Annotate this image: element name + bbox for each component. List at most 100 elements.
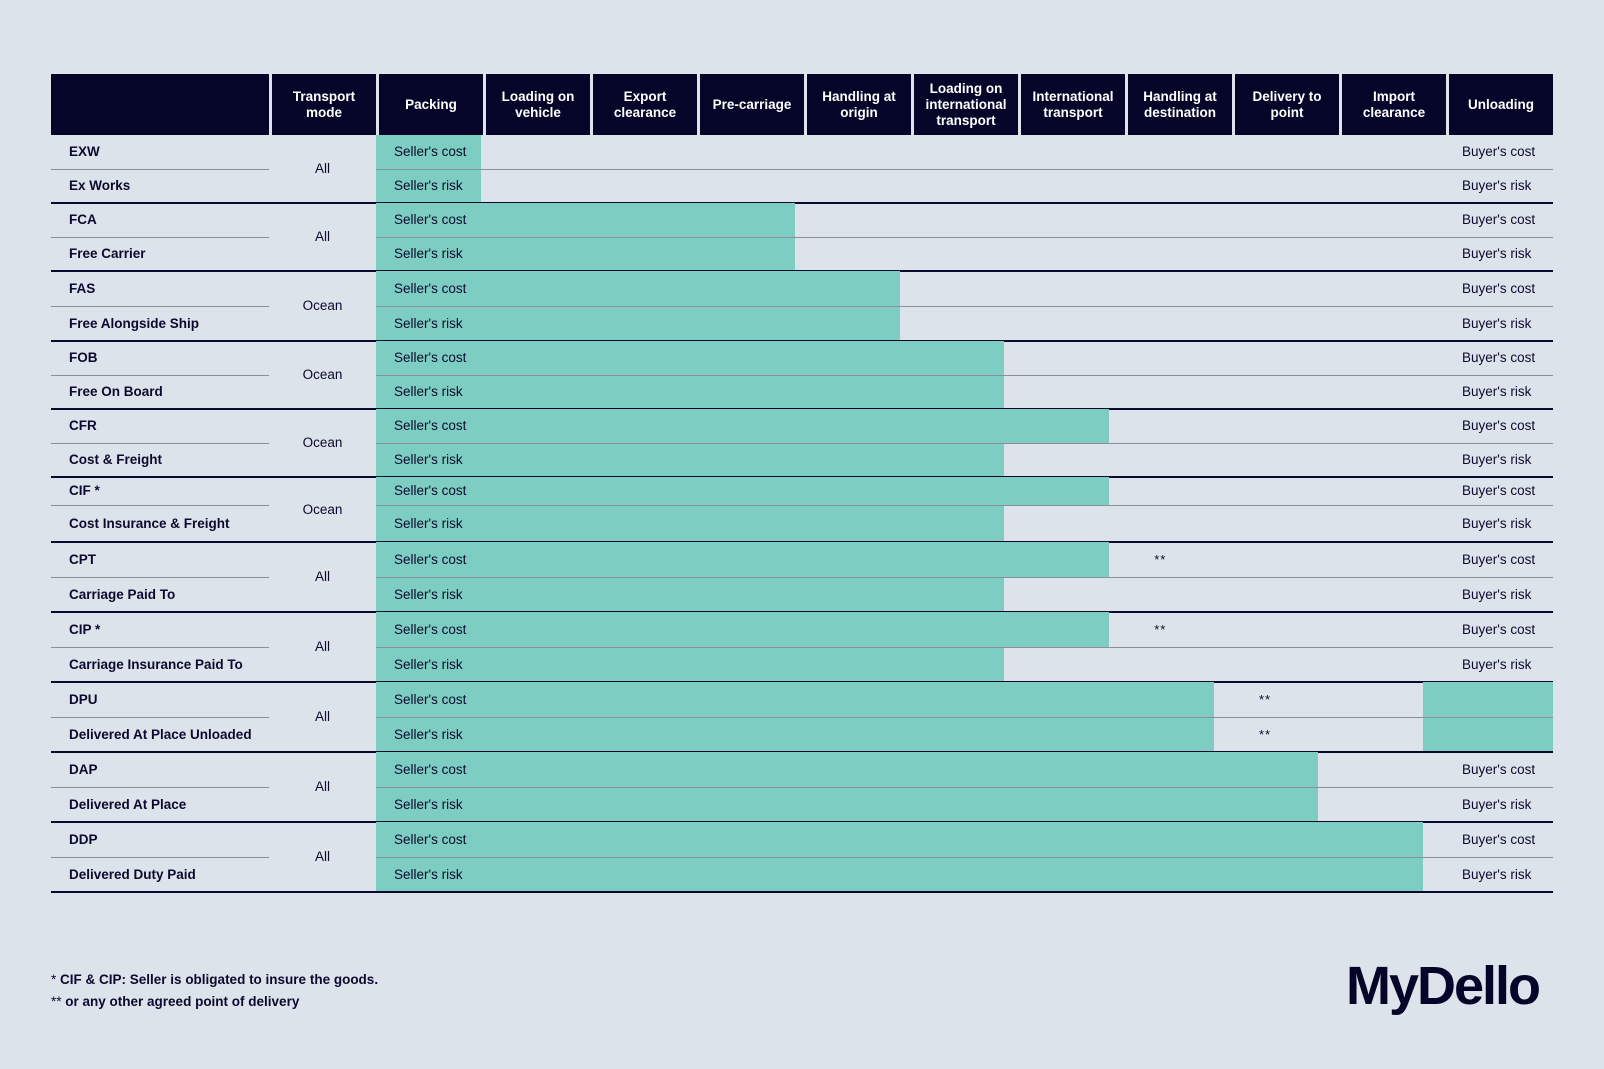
seller-cost-label: Seller's cost (394, 691, 467, 707)
term-name: Carriage Insurance Paid To (69, 656, 243, 672)
seller-cost-label: Seller's cost (394, 280, 467, 296)
footnote-2-mark: ** (51, 994, 62, 1009)
seller-risk-label: Seller's risk (394, 315, 463, 331)
seller-risk-bar (376, 787, 1318, 822)
term-name: Carriage Paid To (69, 586, 176, 602)
seller-risk-bar (376, 647, 1004, 682)
seller-cost-label: Seller's cost (394, 144, 467, 159)
term-group-6: CPT Seller's cost Buyer's cost ** Carriage P… (51, 542, 1553, 613)
buyer-cost-label: Buyer's cost (1462, 831, 1536, 847)
term-name: Cost Insurance & Freight (69, 515, 230, 531)
seller-cost-label: Seller's cost (394, 483, 467, 498)
seller-cost-label: Seller's cost (394, 212, 467, 227)
term-name: Cost & Freight (69, 452, 162, 467)
footnote-2-text: or any other agreed point of delivery (65, 994, 300, 1009)
seller-risk-bar (376, 857, 1423, 892)
seller-risk-label: Seller's risk (394, 246, 463, 261)
term-code: CIP * (69, 621, 101, 637)
seller-risk-bar (376, 717, 1214, 752)
footnotes: * CIF & CIP: Seller is obligated to insu… (51, 972, 378, 1016)
seller-cost-bar (376, 612, 1109, 647)
row-divider (51, 787, 269, 788)
buyer-risk-label: Buyer's risk (1462, 656, 1532, 672)
transport-mode: Ocean (302, 501, 343, 517)
term-code: CPT (69, 551, 96, 567)
header-col-2: Packing (379, 74, 483, 135)
row-divider (51, 857, 269, 858)
term-code: DPU (69, 691, 98, 707)
term-name: Free On Board (69, 384, 163, 399)
term-group-0: EXW Seller's cost Buyer's cost Ex Works Sell… (51, 135, 1553, 204)
buyer-risk-label: Buyer's risk (1462, 586, 1532, 602)
seller-risk-label: Seller's risk (394, 726, 463, 742)
seller-cost-bar (376, 752, 1318, 787)
seller-risk-label: Seller's risk (394, 178, 463, 193)
seller-risk-label: Seller's risk (394, 866, 463, 882)
buyer-cost-label: Buyer's cost (1462, 350, 1536, 365)
term-name: Delivered At Place (69, 796, 187, 812)
term-group-7: CIP * Seller's cost Buyer's cost ** Carriage… (51, 612, 1553, 683)
seller-risk-bar (376, 306, 900, 341)
seller-cost-bar (376, 822, 1423, 857)
term-group-5: CIF * Seller's cost Buyer's cost Cost Insur… (51, 477, 1553, 543)
row-divider (376, 857, 1553, 858)
term-group-9: DAP Seller's cost Buyer's cost Delivered At… (51, 752, 1553, 823)
term-group-8: DPU Seller's cost ** Delivered At Place Unl… (51, 682, 1553, 753)
group-separator (51, 202, 1553, 204)
row-divider (51, 717, 269, 718)
mydello-logo-mark: MyDello (1346, 956, 1541, 1016)
footnote-1-text: CIF & CIP: Seller is obligated to insure… (60, 972, 379, 987)
seller-unloading-cell (1423, 717, 1553, 752)
agreed-point-marker: ** (1258, 691, 1272, 707)
buyer-cost-label: Buyer's cost (1462, 483, 1536, 498)
term-name: Free Carrier (69, 246, 146, 261)
seller-cost-label: Seller's cost (394, 418, 467, 433)
header-col-0 (51, 74, 269, 135)
seller-cost-label: Seller's cost (394, 350, 467, 365)
term-name: Free Alongside Ship (69, 315, 200, 331)
header-col-9: Handling at destination (1128, 74, 1232, 135)
row-divider (51, 375, 269, 376)
transport-mode: All (314, 709, 330, 724)
row-divider (376, 375, 1553, 376)
seller-risk-label: Seller's risk (394, 515, 463, 531)
header-col-11: Import clearance (1342, 74, 1446, 135)
term-code: EXW (69, 144, 100, 159)
header-col-6: Handling at origin (807, 74, 911, 135)
term-group-2: FAS Seller's cost Buyer's cost Free Alongsi… (51, 271, 1553, 342)
buyer-cost-label: Buyer's cost (1462, 551, 1536, 567)
logo-text: MyDello (1346, 956, 1539, 1016)
buyer-risk-label: Buyer's risk (1462, 515, 1532, 531)
row-divider (51, 577, 269, 578)
row-divider (51, 306, 269, 307)
row-divider (51, 505, 269, 506)
row-divider (376, 577, 1553, 578)
buyer-risk-label: Buyer's risk (1462, 796, 1532, 812)
buyer-cost-label: Buyer's cost (1462, 761, 1536, 777)
header-col-7: Loading on international transport (914, 74, 1018, 135)
buyer-cost-label: Buyer's cost (1462, 212, 1536, 227)
row-divider (51, 237, 269, 238)
seller-cost-bar (376, 135, 481, 169)
header-col-8: International transport (1021, 74, 1125, 135)
table-header: Transport mode Packing Loading on vehicle E… (51, 74, 1553, 135)
transport-mode: All (314, 161, 330, 176)
seller-unloading-cell (1423, 682, 1553, 717)
seller-cost-label: Seller's cost (394, 831, 467, 847)
seller-risk-bar (376, 237, 795, 271)
row-divider (51, 169, 269, 170)
agreed-point-marker: ** (1258, 726, 1272, 742)
term-name: Ex Works (69, 178, 131, 193)
row-divider (376, 443, 1553, 444)
row-divider (376, 787, 1553, 788)
term-code: CIF * (69, 483, 100, 498)
row-divider (376, 505, 1553, 506)
transport-mode: Ocean (302, 435, 343, 450)
row-divider (51, 647, 269, 648)
row-divider (376, 237, 1553, 238)
term-code: DAP (69, 761, 98, 777)
row-divider (51, 443, 269, 444)
buyer-risk-label: Buyer's risk (1462, 315, 1532, 331)
transport-mode: All (314, 569, 330, 584)
seller-risk-bar (376, 577, 1004, 612)
